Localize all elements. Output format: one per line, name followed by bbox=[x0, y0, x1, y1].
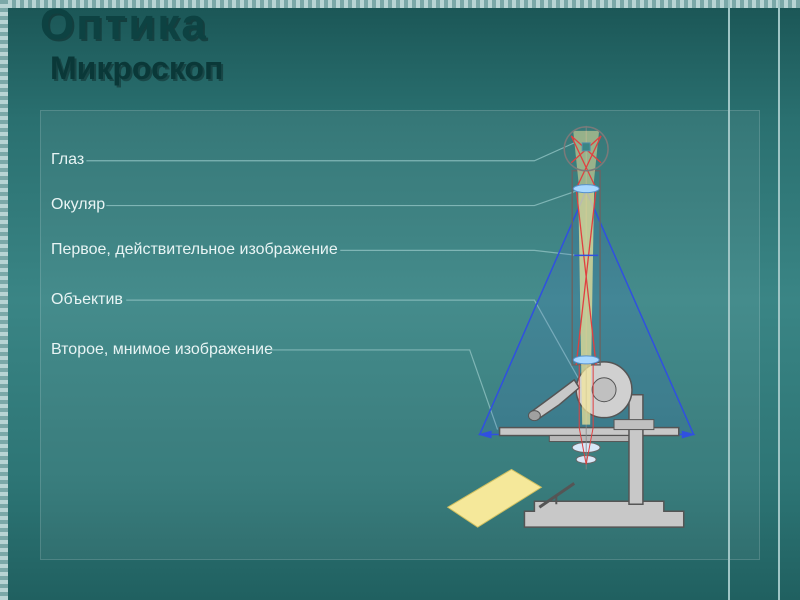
objective-lens bbox=[573, 356, 599, 364]
base bbox=[524, 501, 683, 527]
slide: Оптика Микроскоп Глаз Окуляр Первое, дей… bbox=[0, 0, 800, 600]
eyepiece-lens bbox=[573, 185, 599, 193]
content-area: Глаз Окуляр Первое, действительное изобр… bbox=[40, 110, 760, 560]
category-title: Оптика bbox=[40, 0, 208, 50]
arm-column bbox=[629, 395, 643, 505]
microscope-diagram bbox=[41, 111, 759, 559]
subject-title: Микроскоп bbox=[50, 50, 223, 87]
